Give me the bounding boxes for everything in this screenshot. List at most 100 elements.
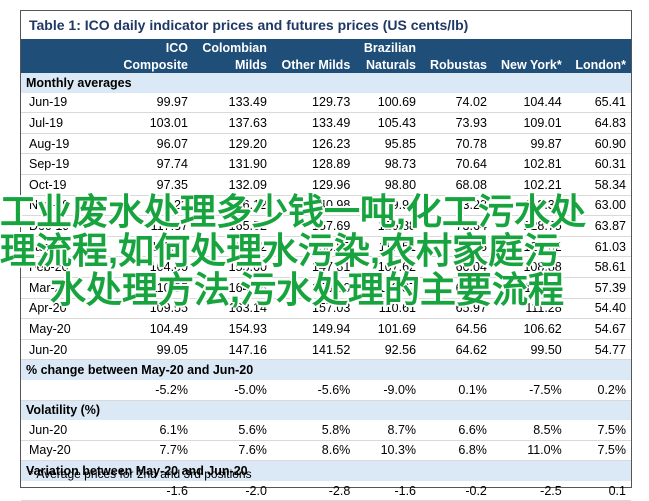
value-cell: 73.93 <box>421 112 492 134</box>
value-cell: 64.56 <box>421 318 492 340</box>
row-label: Nov-19 <box>21 195 114 217</box>
section-row: Monthly averages <box>21 73 631 93</box>
header-cell: Colombian <box>192 39 272 56</box>
value-cell: 112.87 <box>355 277 422 299</box>
data-row: Aug-19 96.07 129.20 126.23 95.85 70.78 99.87 60… <box>21 133 631 155</box>
value-cell: 117.35 <box>491 277 567 299</box>
value-cell: 97.35 <box>114 174 193 196</box>
value-cell: 164.52 <box>192 236 272 258</box>
value-cell: 100.69 <box>355 92 422 114</box>
header-cell <box>421 39 492 56</box>
value-cell: 103.01 <box>114 112 193 134</box>
value-cell: 107.62 <box>355 256 422 278</box>
value-cell: -9.0% <box>355 379 422 401</box>
value-cell: 54.40 <box>566 298 631 320</box>
row-label: May-20 <box>21 318 114 340</box>
data-row: Jun-20 6.1% 5.6% 5.8% 8.7% 6.6% 8.5% 7.5% <box>21 420 631 441</box>
value-cell: 98.80 <box>355 174 422 196</box>
value-cell: 5.8% <box>271 420 356 441</box>
footnote: * Average prices for 2nd and 3rd positio… <box>29 467 252 481</box>
value-cell: 111.28 <box>491 298 567 320</box>
value-cell: 112.43 <box>114 236 193 258</box>
value-cell: 64.58 <box>421 277 492 299</box>
data-row: Feb-20 104.00 155.60 147.81 107.62 66.04 108.8… <box>21 256 631 278</box>
value-cell: 99.50 <box>491 339 567 361</box>
data-row: Jun-19 99.97 133.49 129.73 100.69 74.02 104.44… <box>21 92 631 114</box>
value-cell: 131.90 <box>192 153 272 175</box>
header-cell <box>21 39 114 56</box>
value-cell: 149.94 <box>271 318 356 340</box>
value-cell: 60.31 <box>566 153 631 175</box>
table-header: ICO Colombian Brazilian Composite Milds Other… <box>21 39 631 73</box>
value-cell: 109.94 <box>355 195 422 217</box>
value-cell: -1.6 <box>114 480 193 501</box>
value-cell: 58.34 <box>566 174 631 196</box>
header-cell: London* <box>566 56 631 73</box>
value-cell: 10.3% <box>355 440 422 462</box>
value-cell: 7.6% <box>192 440 272 462</box>
value-cell: 133.49 <box>192 92 272 114</box>
row-label: Mar-20 <box>21 277 114 299</box>
watermark-line: 水处理方法,污水处理的主要流程 <box>50 269 565 310</box>
header-cell: Brazilian <box>355 39 422 56</box>
data-row: Jun-20 99.05 147.16 141.52 92.56 64.62 99.50 54… <box>21 339 631 361</box>
value-cell: 73.28 <box>421 195 492 217</box>
value-cell: 63.87 <box>566 215 631 237</box>
value-cell: -2.0 <box>192 480 272 501</box>
value-cell: 128.75 <box>491 215 567 237</box>
row-label <box>21 480 114 501</box>
value-cell: 157.03 <box>271 298 356 320</box>
value-cell: 7.5% <box>566 440 631 462</box>
header-cell <box>566 39 631 56</box>
header-cell <box>21 56 114 73</box>
value-cell: 6.8% <box>421 440 492 462</box>
value-cell: 65.41 <box>566 92 631 114</box>
value-cell: 64.83 <box>566 112 631 134</box>
value-cell: 97.74 <box>114 153 193 175</box>
row-label: Jun-20 <box>21 420 114 441</box>
header-row: ICO Colombian Brazilian <box>21 39 631 56</box>
watermark-line: 工业废水处理多少钱一吨,化工污水处 <box>0 191 587 232</box>
value-cell: 73.64 <box>421 215 492 237</box>
value-cell: 117.37 <box>114 215 193 237</box>
header-cell: Other Milds <box>271 56 356 73</box>
value-cell: -2.5 <box>491 480 567 501</box>
value-cell: 63.00 <box>566 195 631 217</box>
value-cell: 153.90 <box>271 277 356 299</box>
data-row: Oct-19 97.35 132.09 129.96 98.80 68.08 102.21 5… <box>21 174 631 196</box>
value-cell: 129.20 <box>192 133 272 155</box>
price-table: ICO Colombian Brazilian Composite Milds Other… <box>21 39 631 501</box>
value-cell: 95.85 <box>355 133 422 155</box>
value-cell: 66.04 <box>421 256 492 278</box>
value-cell: -5.0% <box>192 379 272 401</box>
value-cell: -7.5% <box>491 379 567 401</box>
header-cell: Robustas <box>421 56 492 73</box>
value-cell: 146.12 <box>192 195 272 217</box>
header-cell: Composite <box>114 56 193 73</box>
value-cell: 163.14 <box>192 298 272 320</box>
data-row: Dec-19 117.37 165.52 157.69 126.88 73.64 128.7… <box>21 215 631 237</box>
value-cell: 61.03 <box>566 236 631 258</box>
table-title: Table 1: ICO daily indicator prices and … <box>29 17 469 33</box>
value-cell: -5.6% <box>271 379 356 401</box>
value-cell: 120.62 <box>491 236 567 258</box>
value-cell: 102.81 <box>491 153 567 175</box>
section-row: Volatility (%) <box>21 400 631 421</box>
data-row: Jul-19 103.01 137.63 133.49 105.43 73.93 109.0… <box>21 112 631 134</box>
value-cell: 64.62 <box>421 339 492 361</box>
value-cell: 104.00 <box>114 256 193 278</box>
value-cell: 99.05 <box>114 339 193 361</box>
value-cell: 58.61 <box>566 256 631 278</box>
value-cell: 102.21 <box>491 174 567 196</box>
value-cell: -5.2% <box>114 379 193 401</box>
value-cell: 104.49 <box>114 318 193 340</box>
row-label: Dec-19 <box>21 215 114 237</box>
value-cell: 57.39 <box>566 277 631 299</box>
value-cell: 126.88 <box>355 215 422 237</box>
value-cell: 65.97 <box>421 298 492 320</box>
value-cell: 165.52 <box>192 215 272 237</box>
value-cell: 70.64 <box>421 153 492 175</box>
value-cell: 147.16 <box>192 339 272 361</box>
value-cell: 11.0% <box>491 440 567 462</box>
value-cell: 113.31 <box>491 195 567 217</box>
